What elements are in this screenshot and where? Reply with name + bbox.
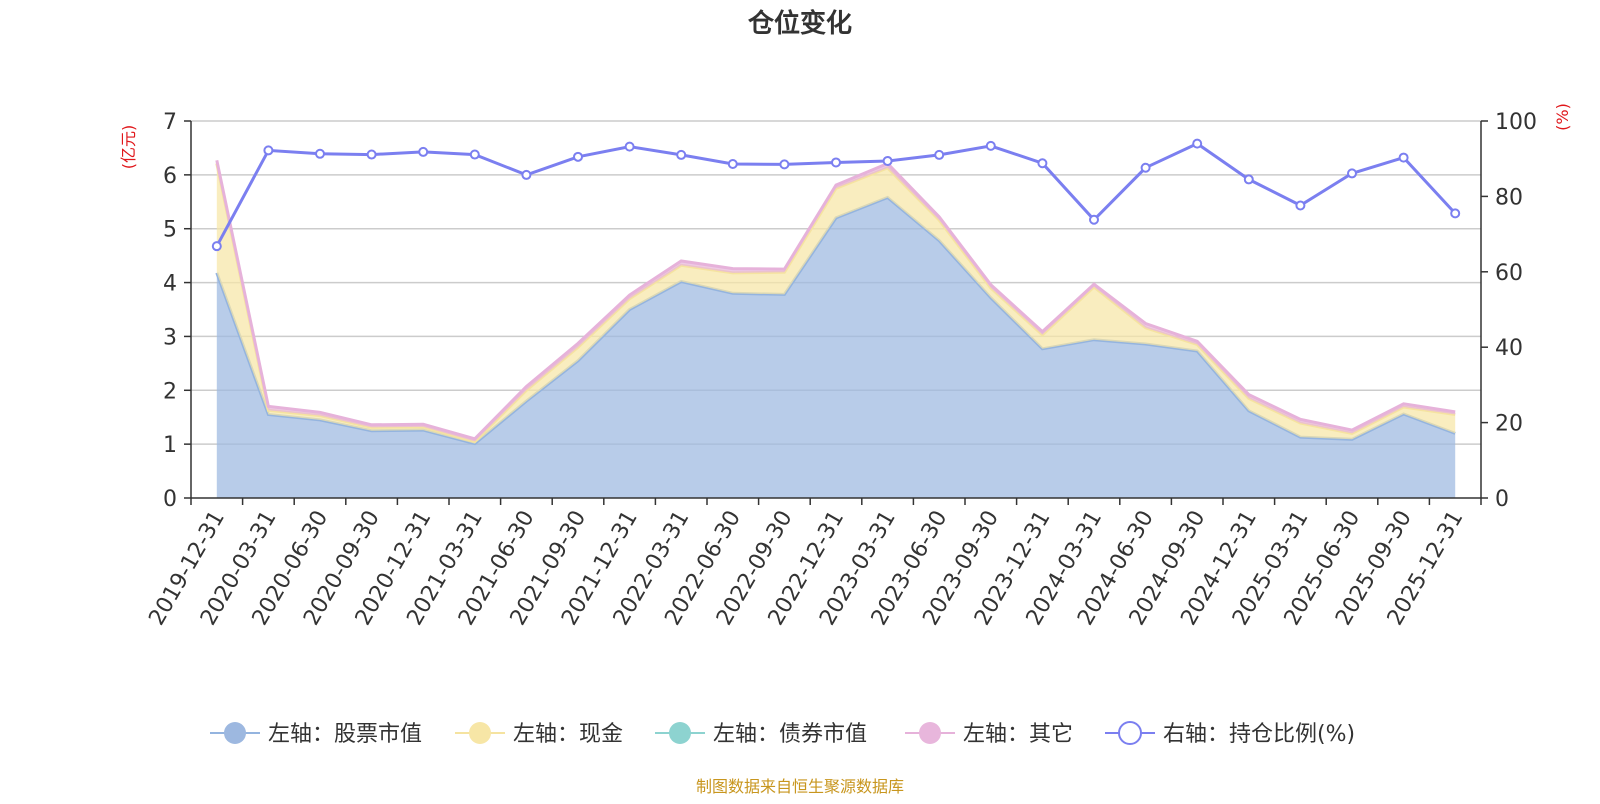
ratio-point xyxy=(779,159,790,170)
ratio-point xyxy=(1398,152,1409,163)
right-axis-unit: (%) xyxy=(1553,103,1572,131)
ratio-point xyxy=(934,149,945,160)
legend: 左轴：股票市值 左轴：现金 左轴：债券市值 左轴：其它 右轴：持仓比例(%) xyxy=(210,721,1355,747)
legend-swatch-marker xyxy=(224,722,246,744)
left-axis-unit: (亿元) xyxy=(119,125,138,170)
ratio-point xyxy=(521,169,532,180)
ratio-point xyxy=(1192,138,1203,149)
left-axis-tick-label: 2 xyxy=(163,379,177,404)
legend-item: 右轴：持仓比例(%) xyxy=(1105,721,1355,747)
ratio-point xyxy=(315,148,325,159)
source-note: 制图数据来自恒生聚源数据库 xyxy=(696,777,904,796)
ratio-point xyxy=(1450,208,1461,219)
area-edge-左轴：其它 xyxy=(215,159,1456,441)
ratio-point xyxy=(624,141,635,152)
legend-label: 左轴：其它 xyxy=(963,722,1073,747)
left-axis-tick-label: 0 xyxy=(163,487,177,512)
legend-label: 右轴：持仓比例(%) xyxy=(1163,722,1355,747)
ratio-line-series xyxy=(211,138,1461,252)
legend-item: 左轴：其它 xyxy=(905,722,1073,747)
right-axis-tick-label: 60 xyxy=(1495,261,1523,286)
area-左轴：股票市值 xyxy=(216,197,1456,498)
right-axis-tick-label: 100 xyxy=(1495,110,1537,135)
ratio-point xyxy=(1037,158,1048,169)
area-series xyxy=(215,159,1456,498)
ratio-point xyxy=(573,151,583,162)
ratio-point xyxy=(727,158,738,169)
ratio-point xyxy=(1089,214,1099,225)
ratio-point xyxy=(1243,174,1254,185)
ratio-point xyxy=(1295,200,1306,211)
legend-swatch-marker xyxy=(919,722,941,744)
left-axis-tick-label: 6 xyxy=(163,164,177,189)
ratio-point xyxy=(418,146,429,157)
legend-item: 左轴：股票市值 xyxy=(210,722,422,747)
legend-label: 左轴：现金 xyxy=(513,722,623,747)
ratio-point xyxy=(1140,162,1151,173)
ratio-point xyxy=(676,149,687,160)
ratio-point xyxy=(831,157,841,168)
ratio-point xyxy=(366,149,377,160)
legend-label: 左轴：债券市值 xyxy=(713,722,867,747)
left-axis-tick-label: 4 xyxy=(163,272,177,297)
left-axis-tick-label: 7 xyxy=(163,110,177,135)
right-axis-tick-label: 80 xyxy=(1495,185,1523,210)
left-axis-tick-label: 3 xyxy=(163,325,177,350)
ratio-point xyxy=(882,155,893,166)
right-axis-tick-label: 40 xyxy=(1495,336,1523,361)
ratio-point xyxy=(985,140,996,151)
ratio-point xyxy=(469,149,480,160)
left-axis-tick-label: 1 xyxy=(163,433,177,458)
legend-item: 左轴：现金 xyxy=(455,722,623,747)
ratio-point xyxy=(1347,168,1357,179)
legend-swatch-marker xyxy=(669,722,691,744)
right-axis-tick-label: 20 xyxy=(1495,412,1523,437)
legend-label: 左轴：股票市值 xyxy=(268,722,422,747)
legend-swatch-marker xyxy=(1118,721,1142,745)
legend-swatch-marker xyxy=(469,722,491,744)
ratio-point xyxy=(263,145,274,156)
chart-title: 仓位变化 xyxy=(747,8,852,39)
left-axis-tick-label: 5 xyxy=(163,218,177,243)
ratio-point xyxy=(211,241,222,252)
legend-item: 左轴：债券市值 xyxy=(655,722,867,747)
right-axis-tick-label: 0 xyxy=(1495,487,1509,512)
